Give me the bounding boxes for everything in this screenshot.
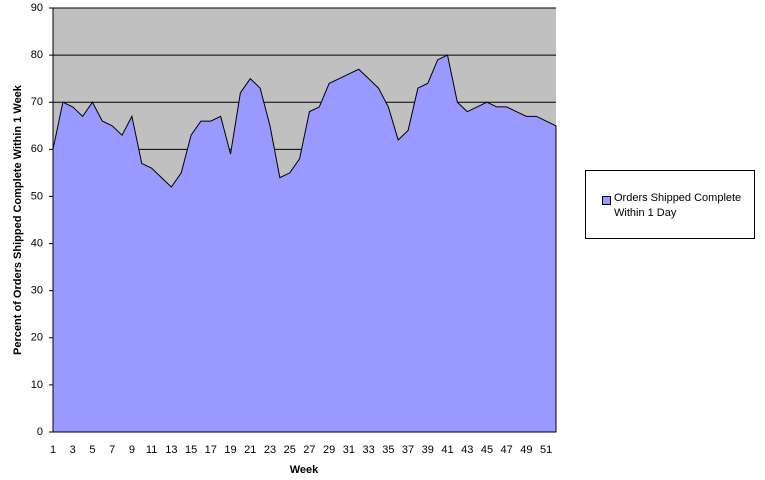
legend-label: Orders Shipped Complete Within 1 Day: [614, 192, 742, 219]
x-tick-label: 9: [129, 444, 135, 456]
y-tick-label: 0: [37, 426, 43, 438]
x-tick-label: 7: [109, 444, 115, 456]
y-tick-label: 80: [31, 49, 43, 61]
x-tick-label: 45: [481, 444, 493, 456]
y-tick-label: 10: [31, 379, 43, 391]
x-tick-label: 37: [402, 444, 414, 456]
x-tick-label: 43: [461, 444, 473, 456]
x-tick-label: 41: [441, 444, 453, 456]
x-tick-label: 35: [382, 444, 394, 456]
y-tick-label: 70: [31, 96, 43, 108]
y-axis-label: Percent of Orders Shipped Complete Withi…: [12, 84, 24, 355]
x-tick-label: 25: [284, 444, 296, 456]
x-tick-label: 21: [244, 444, 256, 456]
legend: Orders Shipped Complete Within 1 Day: [585, 170, 755, 239]
x-tick-label: 13: [165, 444, 177, 456]
x-tick-label: 29: [323, 444, 335, 456]
x-axis-label: Week: [290, 464, 319, 476]
x-tick-label: 27: [303, 444, 315, 456]
x-tick-label: 39: [422, 444, 434, 456]
area: [52, 54, 557, 433]
x-tick-label: 49: [520, 444, 532, 456]
x-tick-label: 47: [501, 444, 513, 456]
x-tick-label: 23: [264, 444, 276, 456]
x-tick-label: 3: [70, 444, 76, 456]
y-tick-label: 50: [31, 190, 43, 202]
y-tick-label: 90: [31, 2, 43, 14]
x-tick-label: 17: [205, 444, 217, 456]
x-tick-label: 5: [89, 444, 95, 456]
x-tick-label: 11: [146, 444, 157, 456]
x-tick-label: 51: [540, 444, 552, 456]
x-tick-label: 19: [224, 444, 236, 456]
x-tick-label: 15: [185, 444, 197, 456]
y-tick-label: 40: [31, 237, 43, 249]
x-tick-label: 31: [343, 444, 355, 456]
y-tick-label: 20: [31, 332, 43, 344]
y-tick-label: 30: [31, 285, 43, 297]
x-tick-label: 33: [362, 444, 374, 456]
x-tick-label: 1: [50, 444, 56, 456]
y-tick-label: 60: [31, 143, 43, 155]
legend-swatch: [602, 196, 611, 205]
